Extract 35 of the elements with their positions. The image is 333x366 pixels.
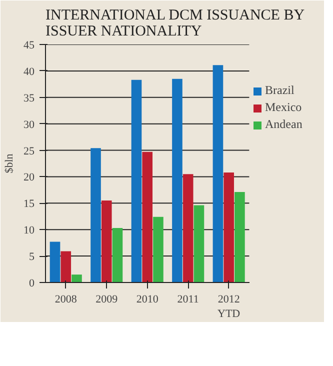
y-tick-label: 15: [24, 198, 35, 210]
legend-label: Brazil: [265, 83, 294, 98]
bar: [101, 200, 112, 282]
x-tick-label: 2011: [177, 294, 199, 306]
y-tick-label: 25: [24, 145, 35, 158]
y-axis-title: $bln: [4, 153, 16, 174]
bar: [60, 251, 72, 282]
bar: [172, 78, 182, 282]
y-tick-label: 30: [24, 118, 35, 131]
y-tick-label: 5: [29, 251, 35, 264]
legend-label: Andean: [265, 117, 302, 132]
y-tick-label: 45: [24, 40, 35, 52]
x-tick-label: 2009: [96, 294, 118, 306]
bar: [153, 216, 164, 282]
bar: [212, 65, 224, 282]
x-tick-label: 2012 YTD: [218, 294, 240, 320]
bar: [112, 228, 123, 282]
bar: [131, 80, 142, 282]
bar: [182, 174, 194, 282]
y-tick-label: 20: [24, 172, 35, 184]
y-tick-label: 0: [29, 278, 35, 290]
y-tick-label: 40: [24, 66, 35, 78]
y-tick-label: 10: [24, 224, 35, 237]
bar: [72, 274, 82, 282]
bar: [90, 148, 101, 282]
bar: [50, 242, 60, 282]
y-tick-label: 35: [24, 92, 35, 104]
x-tick-label: 2008: [54, 294, 78, 306]
bar: [234, 192, 245, 282]
bar: [224, 172, 234, 282]
chart-title: INTERNATIONAL DCM ISSUANCE BY ISSUER NATIONALITY: [46, 8, 305, 40]
legend-label: Mexico: [265, 100, 302, 115]
bar: [142, 152, 153, 282]
x-tick-label: 2010: [136, 294, 159, 306]
bar: [194, 205, 204, 282]
